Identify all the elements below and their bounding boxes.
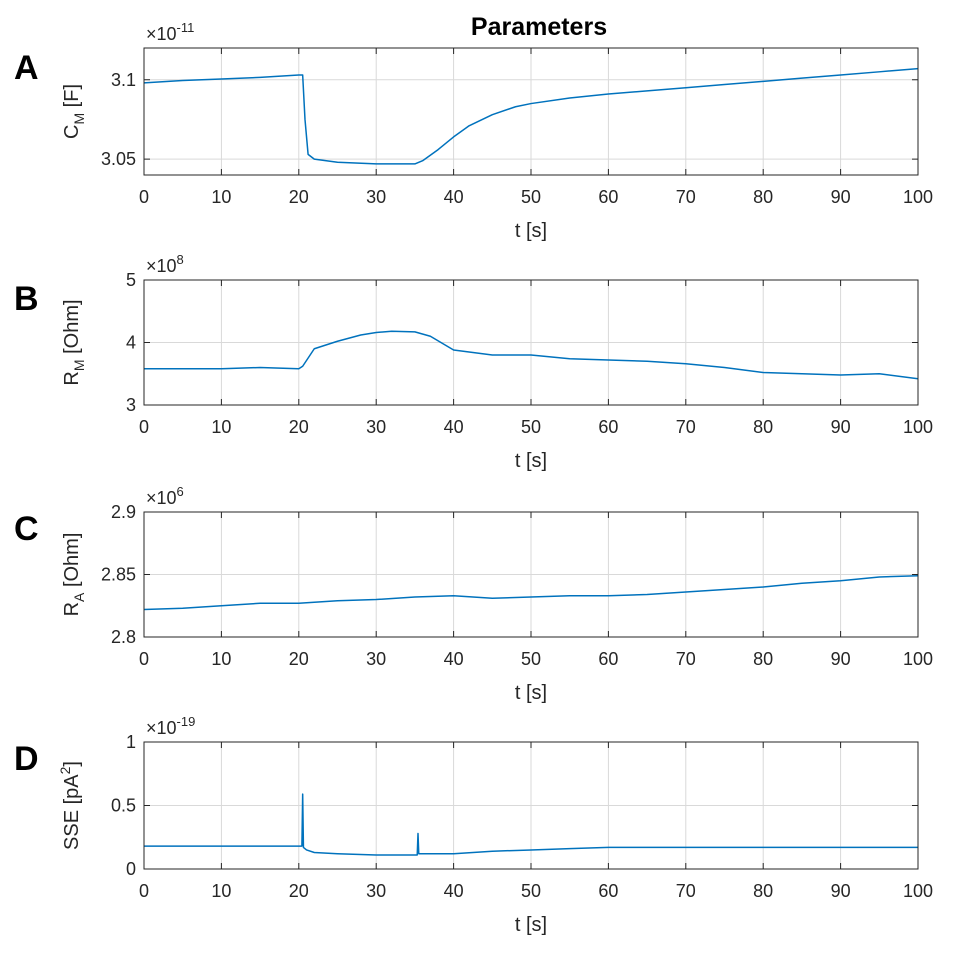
x-tick-label: 50: [521, 187, 541, 207]
x-axis-label: t [s]: [515, 220, 547, 242]
y-tick-label: 3.1: [111, 70, 136, 90]
x-tick-label: 50: [521, 649, 541, 669]
y-tick-label: 4: [126, 333, 136, 353]
x-tick-label: 40: [444, 187, 464, 207]
panel-letter-c: C: [14, 510, 39, 548]
x-tick-label: 60: [598, 881, 618, 901]
series-line-b: [144, 330, 919, 380]
x-tick-label: 10: [211, 649, 231, 669]
x-tick-label: 40: [444, 649, 464, 669]
x-tick-label: 100: [903, 417, 933, 437]
x-tick-label: 70: [676, 187, 696, 207]
y-tick-label: 5: [126, 270, 136, 290]
x-tick-label: 30: [366, 187, 386, 207]
x-tick-label: 20: [289, 649, 309, 669]
x-tick-label: 100: [903, 187, 933, 207]
y-tick-label: 3: [126, 395, 136, 415]
x-tick-label: 60: [598, 417, 618, 437]
series-line-d: [144, 793, 918, 856]
x-tick-label: 80: [753, 881, 773, 901]
y-tick-label: 0.5: [111, 796, 136, 816]
series-line-a: [143, 67, 919, 165]
x-tick-label: 20: [289, 417, 309, 437]
x-tick-label: 30: [366, 881, 386, 901]
x-tick-label: 70: [676, 417, 696, 437]
x-tick-label: 70: [676, 881, 696, 901]
x-tick-label: 90: [831, 649, 851, 669]
panel-letter-b: B: [14, 280, 39, 318]
panel-b: B 0 10 20 30 40 50 60 70 80 90 100 3 4 5 t [s] RM [Ohm] ×…: [14, 252, 933, 472]
x-tick-label: 80: [753, 417, 773, 437]
x-axis-label: t [s]: [515, 914, 547, 936]
x-tick-label: 60: [598, 187, 618, 207]
y-tick-label: 1: [126, 732, 136, 752]
y-tick-label: 0: [126, 859, 136, 879]
y-tick-label: 3.05: [101, 149, 136, 169]
x-tick-label: 80: [753, 187, 773, 207]
y-exponent-label: ×10-11: [146, 20, 194, 44]
x-tick-label: 0: [139, 187, 149, 207]
x-tick-label: 40: [444, 881, 464, 901]
x-tick-label: 70: [676, 649, 696, 669]
x-tick-label: 0: [139, 417, 149, 437]
x-tick-label: 10: [211, 881, 231, 901]
series-line-c: [143, 575, 919, 611]
x-tick-label: 10: [211, 417, 231, 437]
x-tick-label: 30: [366, 417, 386, 437]
panel-letter-a: A: [14, 49, 39, 87]
x-axis-label: t [s]: [515, 682, 547, 704]
figure-title: Parameters: [471, 13, 607, 41]
x-tick-label: 20: [289, 881, 309, 901]
x-tick-label: 40: [444, 417, 464, 437]
x-tick-label: 30: [366, 649, 386, 669]
y-exponent-label: ×106: [146, 484, 184, 508]
y-exponent-label: ×10-19: [146, 714, 195, 738]
panel-letter-d: D: [14, 740, 39, 778]
x-tick-label: 0: [139, 881, 149, 901]
x-axis-label: t [s]: [515, 450, 547, 472]
x-tick-label: 0: [139, 649, 149, 669]
x-tick-label: 90: [831, 881, 851, 901]
y-tick-label: 2.8: [111, 627, 136, 647]
y-axis-label: RM [Ohm]: [61, 299, 87, 385]
x-tick-label: 100: [903, 881, 933, 901]
x-tick-label: 90: [831, 417, 851, 437]
y-axis-label: CM [F]: [61, 84, 87, 139]
x-tick-label: 100: [903, 649, 933, 669]
x-tick-label: 90: [831, 187, 851, 207]
y-exponent-label: ×108: [146, 252, 184, 276]
x-tick-label: 10: [211, 187, 231, 207]
panel-c: C 0 10 20 30 40 50 60 70 80 90 100 2.8 2.85 2.9 t [s] RA…: [14, 484, 933, 704]
y-axis-label: SSE [pA2]: [57, 761, 83, 850]
panel-d: D 0 10 20 30 40 50 60 70 80 90 100 0 0.5 1 t [s] SSE [pA…: [14, 714, 933, 936]
x-tick-label: 80: [753, 649, 773, 669]
x-tick-label: 50: [521, 881, 541, 901]
y-tick-label: 2.85: [101, 565, 136, 585]
panel-a: A 0 10 20 30 40 50 60 70 80 90 100 3.05 3.1 t [s] CM [F…: [14, 20, 933, 242]
y-tick-label: 2.9: [111, 502, 136, 522]
x-tick-label: 60: [598, 649, 618, 669]
x-tick-label: 20: [289, 187, 309, 207]
x-tick-label: 50: [521, 417, 541, 437]
y-axis-label: RA [Ohm]: [61, 533, 87, 617]
